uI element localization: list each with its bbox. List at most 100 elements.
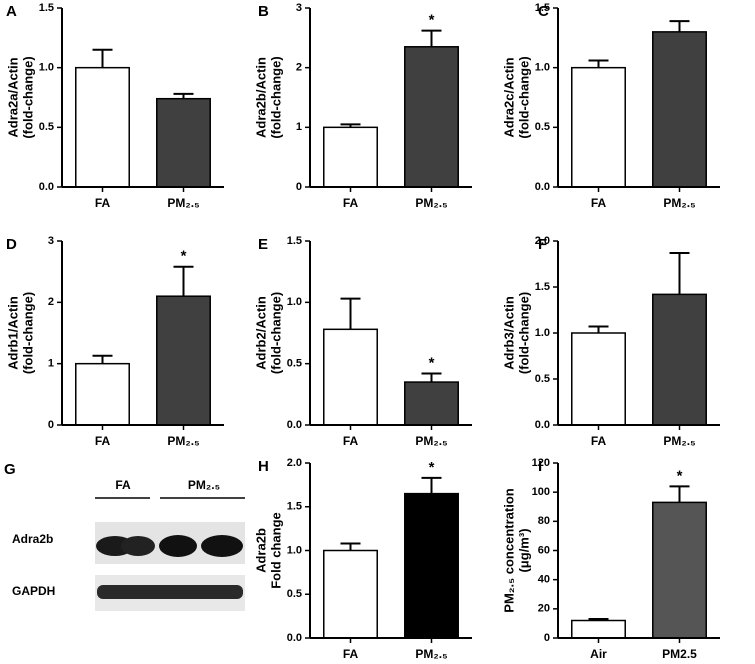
y-tick-label: 2 [48,296,54,308]
bar [652,501,707,639]
y-axis-label: (fold-change) [20,292,35,374]
y-tick-label: 1.5 [287,235,302,247]
panel-letter: I [538,458,542,475]
y-tick-label: 100 [532,486,550,498]
chart-panel: I Air * PM2.5 0 20 40 60 80 100 120 PM₂.₅ concentra… [501,457,720,661]
y-tick-label: 0.5 [535,121,550,133]
y-tick-label: 2.0 [535,235,550,247]
y-axis-label: (μg/m³) [516,528,531,572]
blot-row-label: GAPDH [12,584,55,598]
y-tick-label: 1.0 [535,327,550,339]
western-blot: G FA PM₂.₅ Adra2b GAPDH [4,461,245,611]
y-axis-label: Fold change [268,512,283,589]
y-tick-label: 0.0 [287,419,302,431]
bar [571,66,626,188]
y-tick-label: 1.0 [287,544,302,556]
panel-letter: E [258,236,268,253]
chart-panel: C FA PM₂.₅ 0.0 0.5 1.0 1.5 Adra2c/Actin (fold-ch… [501,2,720,210]
y-tick-label: 0.5 [287,588,302,600]
y-tick-label: 40 [538,574,550,586]
bar [323,328,378,426]
blot-group-label: PM₂.₅ [188,478,220,492]
y-axis-label: (fold-change) [516,56,531,138]
y-axis-label: (fold-change) [268,292,283,374]
y-tick-label: 0 [296,181,302,193]
y-tick-label: 0 [48,419,54,431]
y-tick-label: 80 [538,515,550,527]
x-tick-label: PM₂.₅ [167,434,199,448]
bar [323,549,378,639]
y-tick-label: 60 [538,544,550,556]
y-tick-label: 0.0 [535,181,550,193]
y-tick-label: 3 [48,235,54,247]
y-tick-label: 1.5 [535,281,550,293]
bar [323,126,378,188]
blot-group-label: FA [115,478,131,492]
y-axis-label: Adra2b [253,528,268,573]
y-tick-label: 1.5 [287,501,302,513]
y-tick-label: 2.0 [287,457,302,469]
significance: * [677,467,683,484]
y-tick-label: 1 [48,358,54,370]
y-axis-label: Adrb2/Actin [253,296,268,370]
band [97,585,243,599]
x-tick-label: PM₂.₅ [167,196,199,210]
bar [571,332,626,426]
y-axis-label: PM₂.₅ concentration [501,488,516,612]
y-axis-label: (fold-change) [268,56,283,138]
chart-panel: H FA * PM₂.₅ 0.0 0.5 1.0 1.5 2.0 Adra2b Fold chang… [253,457,472,661]
bar [652,31,707,188]
chart-panel: A FA PM₂.₅ 0.0 0.5 1.0 1.5 Adra2a/Actin (fold-ch… [5,2,224,210]
chart-panel: E FA * PM₂.₅ 0.0 0.5 1.0 1.5 Adrb2/Actin (fold-ch… [253,235,472,448]
significance: * [181,248,187,265]
y-tick-label: 1.0 [535,62,550,74]
y-axis-label: Adra2a/Actin [5,57,20,137]
x-tick-label: FA [343,647,359,661]
chart-panel: D FA * PM₂.₅ 0 1 2 3 Adrb1/Actin (fold-change) [5,235,224,448]
y-tick-label: 2 [296,62,302,74]
y-tick-label: 20 [538,603,550,615]
blot-row-label: Adra2b [12,532,53,546]
panel-letter: G [4,461,16,478]
y-tick-label: 0.0 [535,419,550,431]
panel-letter: H [258,458,269,475]
x-tick-label: PM2.5 [662,647,697,661]
bar [404,46,459,188]
y-tick-label: 3 [296,2,302,14]
y-tick-label: 0.5 [287,358,302,370]
bar [75,66,130,188]
y-axis-label: Adra2b/Actin [253,57,268,138]
band [159,535,197,557]
x-tick-label: FA [95,434,111,448]
y-axis-label: Adrb3/Actin [501,296,516,370]
y-tick-label: 0 [544,632,550,644]
panel-letter: C [538,3,549,20]
y-tick-label: 1.5 [39,2,54,14]
y-axis-label: (fold-change) [20,56,35,138]
x-tick-label: PM₂.₅ [415,196,447,210]
band [121,536,155,556]
y-tick-label: 0.0 [39,181,54,193]
bar [404,381,459,426]
bar [75,362,130,426]
x-tick-label: PM₂.₅ [415,647,447,661]
y-tick-label: 1.5 [535,2,550,14]
y-tick-label: 1.0 [39,62,54,74]
y-tick-label: 120 [532,457,550,469]
x-tick-label: PM₂.₅ [415,434,447,448]
y-axis-label: (fold-change) [516,292,531,374]
x-tick-label: PM₂.₅ [663,196,695,210]
panel-letter: F [538,236,547,253]
chart-panel: B FA * PM₂.₅ 0 1 2 3 Adra2b/Actin (fold-change) [253,2,472,210]
y-tick-label: 1 [296,121,302,133]
x-tick-label: FA [591,196,607,210]
significance: * [429,354,435,371]
band [201,535,243,557]
bar [652,293,707,426]
y-tick-label: 0.0 [287,632,302,644]
y-tick-label: 1.0 [287,296,302,308]
x-tick-label: FA [343,434,359,448]
x-tick-label: FA [591,434,607,448]
x-tick-label: FA [95,196,111,210]
